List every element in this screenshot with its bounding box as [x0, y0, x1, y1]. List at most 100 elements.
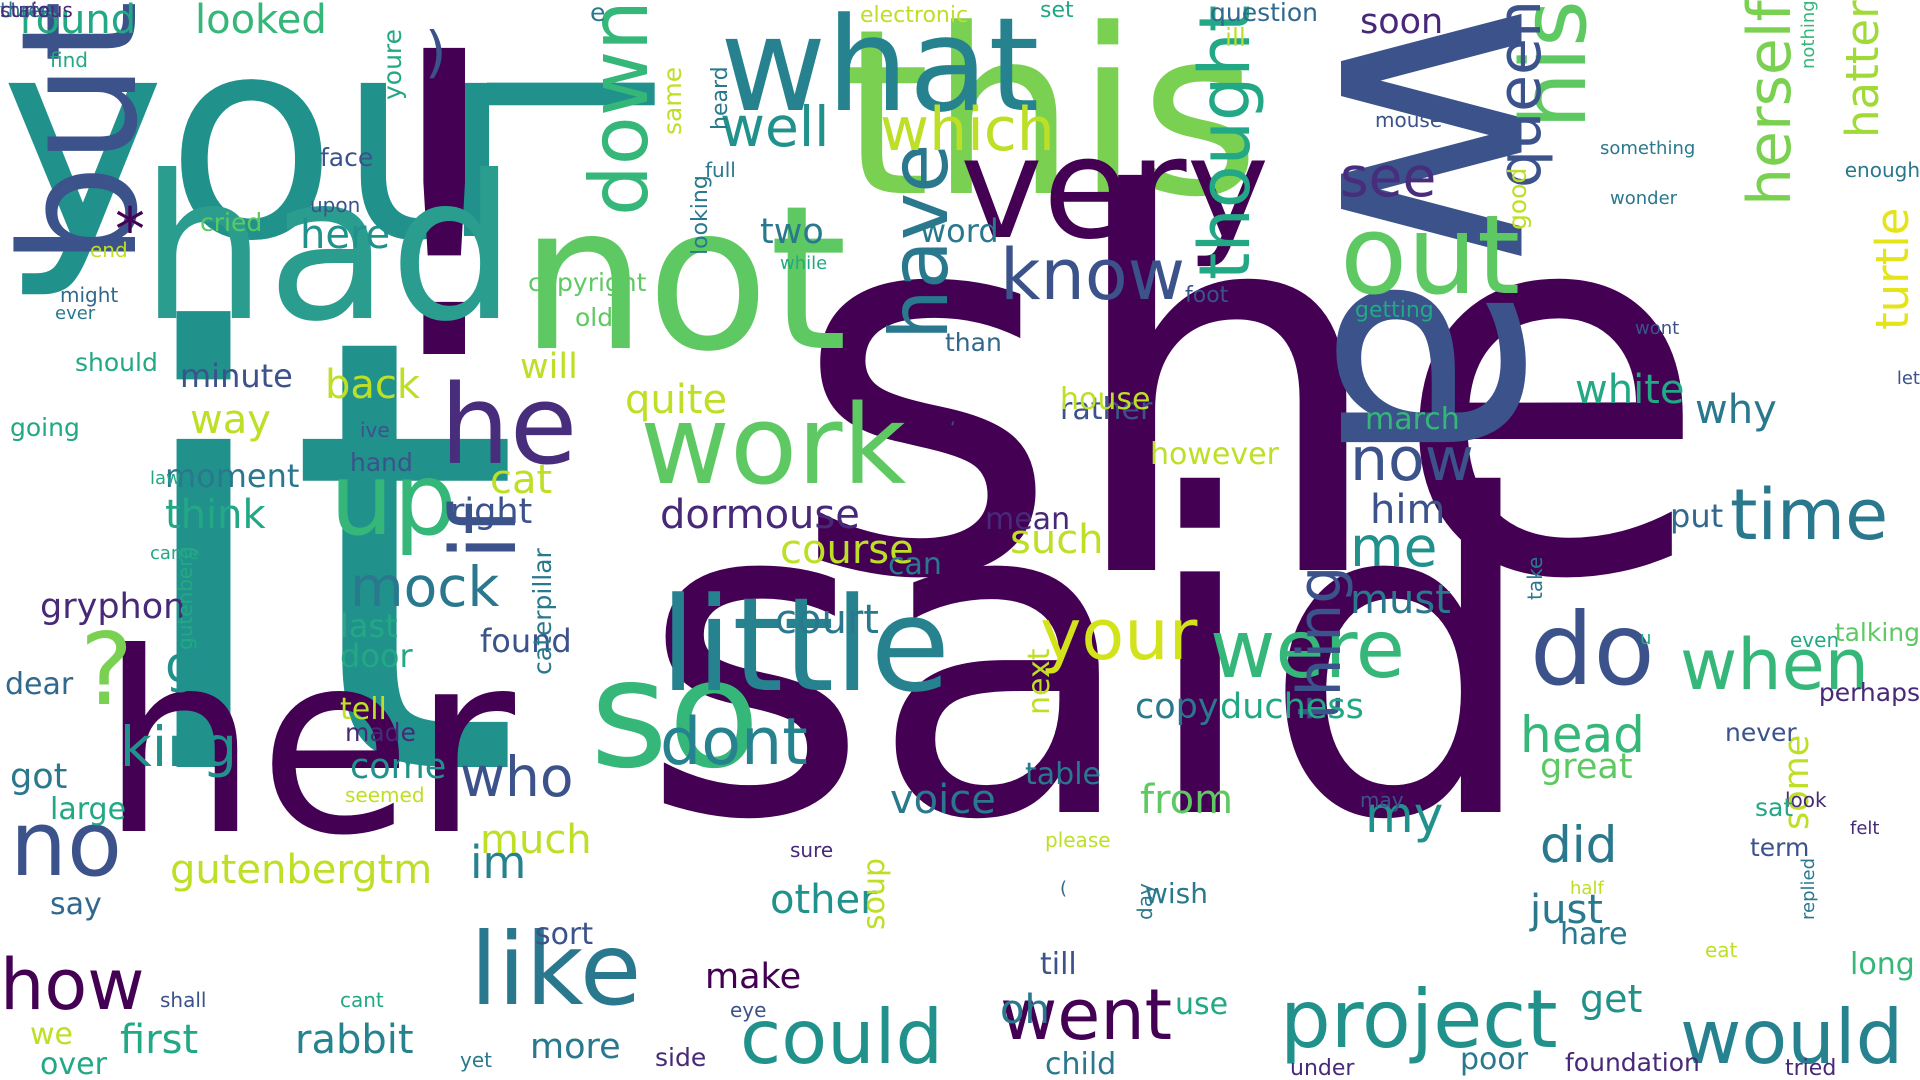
cloud-word: !	[360, 0, 529, 454]
cloud-word: looked	[195, 0, 327, 43]
cloud-word: than	[945, 328, 1002, 357]
cloud-word: find	[50, 48, 88, 72]
cloud-word: wonder	[1610, 188, 1678, 209]
cloud-word: my	[1365, 786, 1444, 844]
cloud-word: e	[590, 0, 606, 27]
cloud-word: first	[120, 1017, 199, 1063]
cloud-word: turtle	[1866, 207, 1919, 331]
cloud-word: might	[60, 283, 119, 307]
cloud-word: electronic	[860, 3, 969, 28]
cloud-word: ?	[80, 611, 134, 728]
cloud-word: table	[1025, 757, 1101, 792]
cloud-word: poor	[1460, 1042, 1529, 1077]
cloud-word: think	[165, 492, 266, 538]
cloud-word: word	[920, 212, 999, 250]
cloud-word: side	[655, 1043, 707, 1072]
cloud-word: cant	[340, 988, 384, 1012]
cloud-word: go	[165, 636, 228, 694]
cloud-word: mock	[350, 555, 500, 619]
cloud-word: copyright	[528, 268, 647, 297]
cloud-word: upon	[310, 193, 361, 217]
cloud-word: king	[120, 715, 237, 779]
cloud-word: sure	[790, 838, 834, 862]
cloud-word: sat	[1755, 793, 1794, 822]
cloud-word: two	[760, 212, 824, 252]
cloud-word: talking	[1834, 618, 1920, 647]
cloud-word: getting	[1355, 298, 1434, 323]
cloud-word: face	[320, 143, 374, 172]
cloud-word: up	[330, 441, 457, 558]
cloud-word: very	[960, 108, 1270, 271]
cloud-word: more	[530, 1027, 621, 1067]
cloud-word: how	[0, 944, 145, 1026]
cloud-word: just	[1530, 887, 1603, 933]
cloud-word: state	[0, 0, 51, 22]
cloud-word: now	[1350, 425, 1474, 495]
cloud-word: cried	[200, 208, 263, 237]
cloud-word: rabbit	[295, 1017, 414, 1063]
cloud-word: heard	[708, 66, 733, 130]
cloud-word: little	[660, 569, 951, 721]
cloud-word: went	[1000, 974, 1173, 1056]
cloud-word: tell	[340, 692, 387, 727]
cloud-word: hare	[1560, 917, 1628, 952]
cloud-word: *	[115, 195, 145, 265]
cloud-word: foundation	[1565, 1048, 1700, 1077]
cloud-word: voice	[890, 777, 996, 823]
cloud-word: your	[1040, 594, 1198, 676]
cloud-word: minute	[180, 357, 293, 395]
cloud-word: gutenberg	[173, 546, 197, 650]
cloud-word: what	[720, 0, 1040, 141]
cloud-word: copy	[1135, 687, 1219, 727]
cloud-word: )	[425, 20, 447, 84]
cloud-word: wont	[1635, 318, 1680, 339]
cloud-word: say	[50, 887, 102, 922]
cloud-word: duchess	[1220, 687, 1364, 727]
cloud-word: moment	[165, 457, 300, 495]
cloud-word: term	[1750, 833, 1810, 862]
cloud-word: never	[1725, 718, 1797, 747]
cloud-word: why	[1695, 387, 1777, 433]
cloud-word: eat	[1705, 938, 1738, 962]
cloud-word: dear	[5, 667, 74, 702]
cloud-word: half	[1570, 878, 1604, 899]
cloud-word: going	[10, 413, 80, 442]
cloud-word: ‘	[950, 418, 956, 439]
cloud-word: use	[1175, 987, 1229, 1022]
cloud-word: large	[50, 792, 127, 827]
cloud-word: will	[520, 347, 578, 387]
cloud-word: got	[10, 757, 68, 797]
cloud-word: felt	[1850, 818, 1880, 839]
cloud-word: yet	[460, 1048, 492, 1072]
cloud-word: from	[1140, 777, 1234, 823]
cloud-word: time	[1730, 474, 1889, 556]
cloud-word: made	[345, 718, 416, 747]
cloud-word: caterpillar	[528, 548, 557, 675]
cloud-word: not	[520, 163, 848, 396]
cloud-word: foot	[1185, 283, 1229, 308]
cloud-word: right	[450, 492, 533, 532]
cloud-word: which	[880, 95, 1055, 165]
cloud-word: hatter	[1836, 0, 1889, 138]
cloud-word: much	[480, 817, 592, 863]
cloud-word: cat	[490, 457, 553, 503]
cloud-word: should	[75, 348, 158, 377]
cloud-word: may	[1360, 788, 1404, 812]
cloud-word: door	[340, 637, 413, 675]
cloud-word: hand	[350, 448, 413, 477]
cloud-word: project	[1280, 973, 1558, 1066]
cloud-word: dormouse	[660, 492, 860, 538]
cloud-word: looking	[688, 175, 713, 255]
cloud-word: (	[1060, 878, 1068, 899]
cloud-word: shall	[160, 988, 207, 1012]
cloud-word: who	[460, 745, 574, 809]
cloud-word: were	[1210, 603, 1405, 696]
cloud-word: you	[0, 0, 515, 303]
cloud-word: set	[1040, 0, 1074, 23]
cloud-word: could	[740, 993, 944, 1080]
cloud-word: under	[1290, 1056, 1355, 1080]
cloud-word: next	[1022, 648, 1057, 715]
cloud-word: so	[590, 628, 760, 802]
cloud-word: out	[1340, 191, 1521, 319]
